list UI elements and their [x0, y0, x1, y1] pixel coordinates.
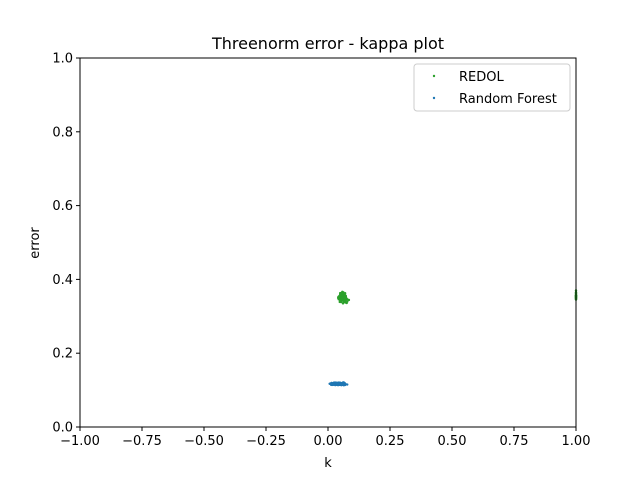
x-tick-label: 0.50 — [438, 434, 467, 449]
y-axis-ticks: 0.0 0.2 0.4 0.6 0.8 1.0 — [52, 52, 80, 436]
data-point-random-forest — [328, 382, 331, 385]
legend-box — [413, 63, 571, 112]
data-point-random-forest — [337, 382, 341, 385]
data-point-redol — [341, 298, 344, 301]
x-axis-ticks: −1.00 −0.75 −0.50 −0.25 0.00 0.25 0.50 0.75 1.00 — [60, 427, 590, 449]
y-tick-label: 0.6 — [52, 199, 73, 214]
data-point-redol — [339, 299, 342, 302]
y-tick-label: 0.0 — [52, 421, 73, 436]
x-tick-label: −0.25 — [246, 434, 286, 449]
data-point-random-forest — [346, 383, 349, 386]
x-tick-label: −0.75 — [122, 434, 162, 449]
legend-marker-random-forest — [432, 96, 436, 100]
x-tick-label: 0.75 — [500, 434, 529, 449]
y-tick-label: 0.4 — [52, 273, 73, 288]
data-point-random-forest — [335, 381, 338, 385]
data-point-random-forest — [330, 383, 333, 386]
x-tick-label: −0.50 — [184, 434, 224, 449]
x-tick-label: 0.00 — [314, 434, 343, 449]
x-tick-label: −1.00 — [60, 434, 100, 449]
legend-label-random-forest: Random Forest — [459, 92, 557, 107]
data-point-random-forest — [342, 382, 346, 385]
x-tick-label: 1.00 — [562, 434, 591, 449]
legend-marker-redol — [432, 74, 436, 78]
data-point-redol — [341, 290, 344, 294]
legend: REDOL Random Forest — [413, 63, 571, 112]
y-tick-label: 0.8 — [52, 125, 73, 140]
y-tick-label: 0.2 — [52, 347, 73, 362]
data-point-redol — [343, 296, 346, 299]
data-point-redol — [342, 292, 346, 295]
y-tick-label: 1.0 — [52, 52, 73, 67]
legend-label-redol: REDOL — [459, 70, 504, 85]
data-point-redol — [340, 296, 343, 299]
data-point-random-forest — [340, 383, 343, 387]
x-tick-label: 0.25 — [376, 434, 405, 449]
x-axis-label: k — [324, 456, 332, 471]
chart-title: Threenorm error - kappa plot — [211, 34, 444, 53]
data-point-redol — [342, 300, 346, 304]
y-axis-label: error — [28, 227, 43, 259]
